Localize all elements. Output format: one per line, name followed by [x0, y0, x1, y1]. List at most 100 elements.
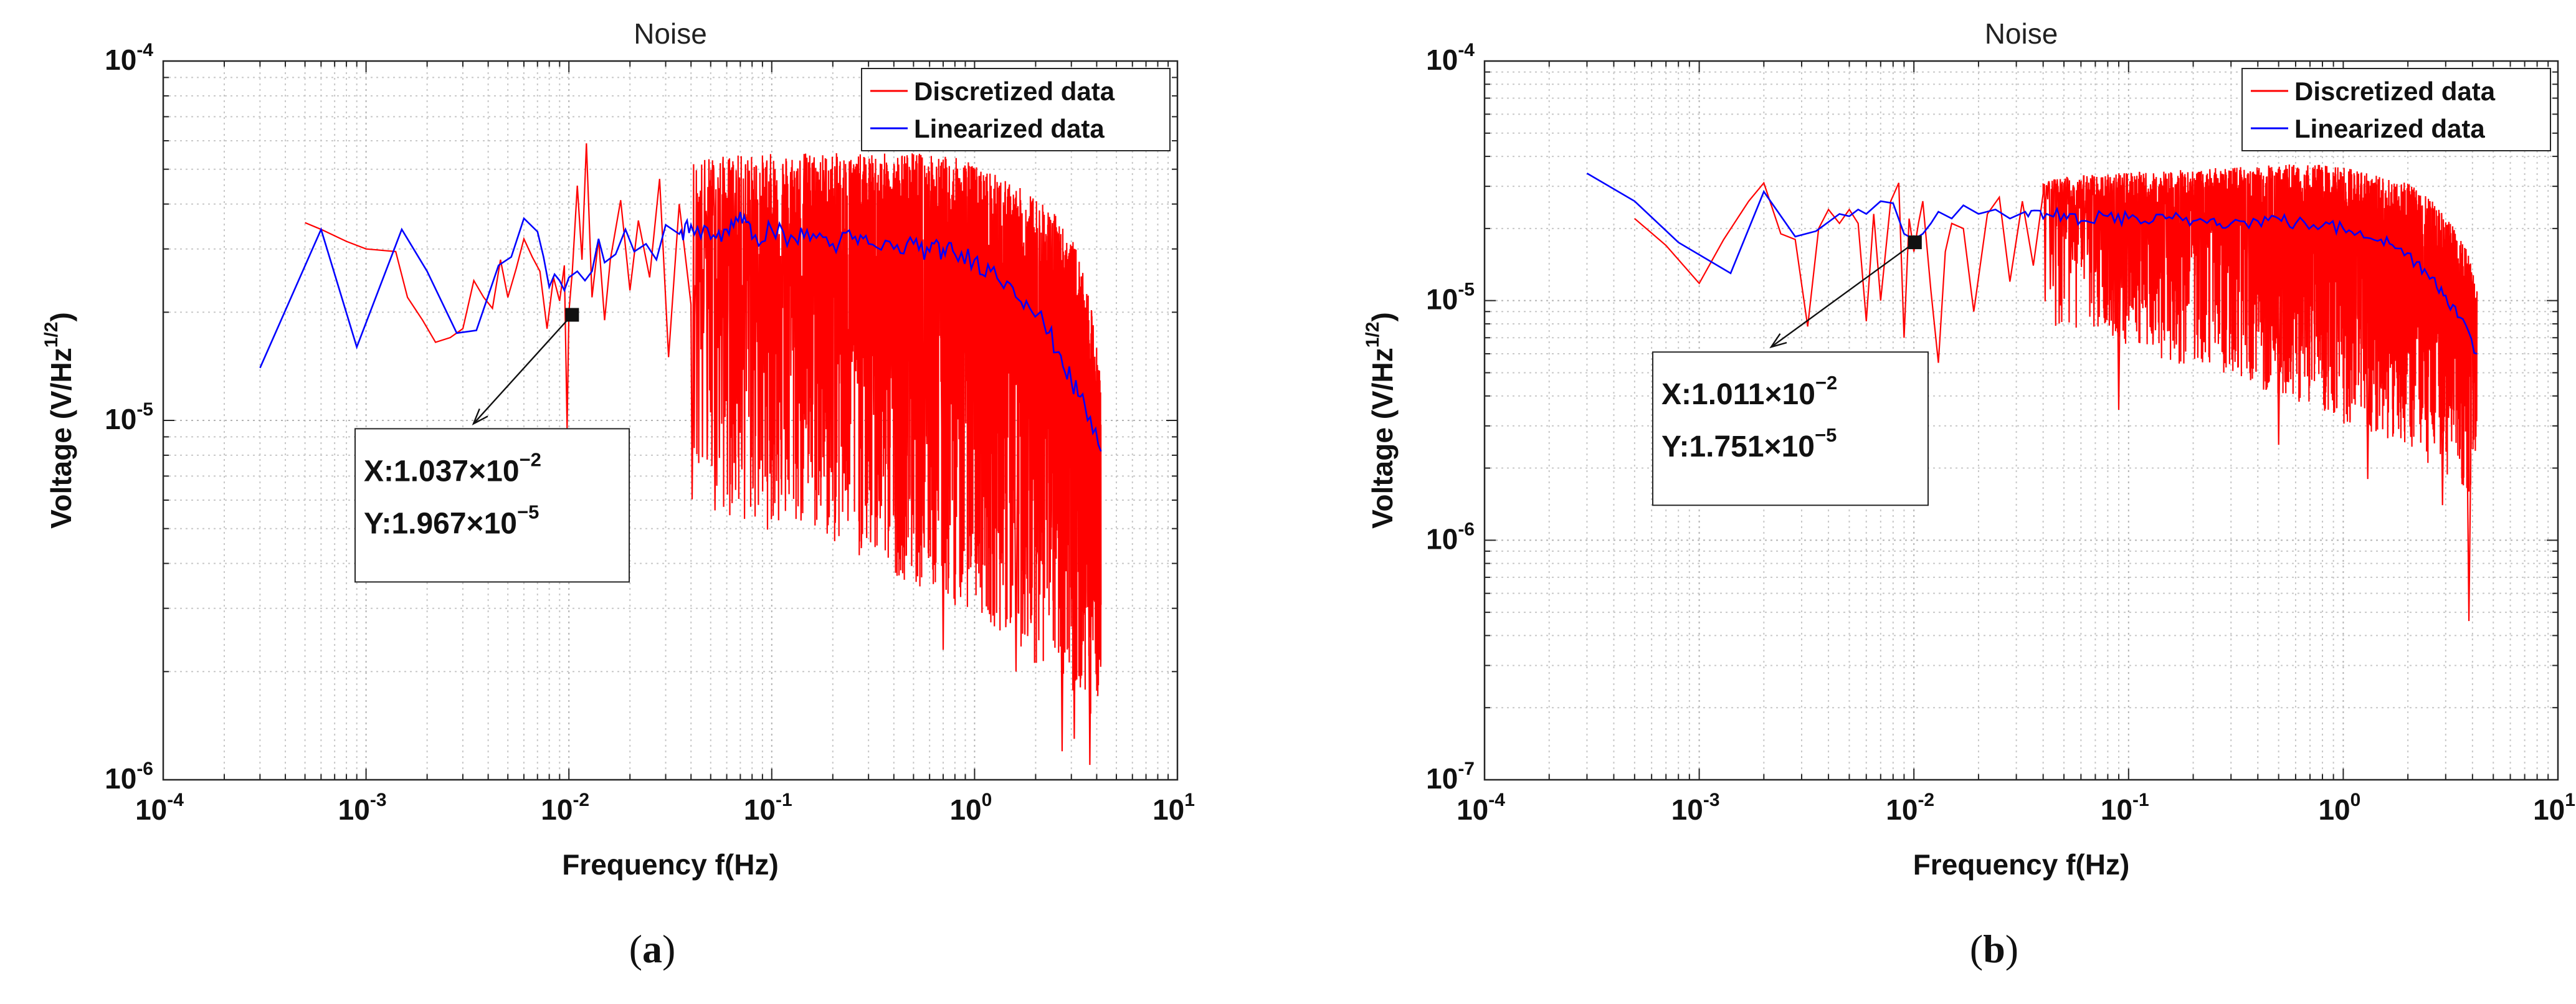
- x-tick-label-exp: -4: [167, 790, 184, 810]
- panel-label-letter: a: [642, 927, 662, 971]
- chart-title: Noise: [1985, 17, 2058, 50]
- datatip-arrow-line: [1770, 242, 1916, 348]
- y-tick-label-exp: -4: [136, 40, 153, 60]
- plot-area: [1586, 164, 2478, 622]
- y-axis-label-exp: 1/2: [41, 322, 62, 348]
- discretized-spike: [1072, 459, 1077, 739]
- discretized-spike: [2116, 223, 2122, 410]
- y-tick-label-base: 10: [1426, 762, 1458, 795]
- panel-label-open: (: [629, 927, 642, 971]
- legend-box: [861, 68, 1171, 151]
- datatip-x-text: X:1.011×10−2: [1661, 372, 1837, 411]
- x-tick-label-base: 10: [744, 793, 776, 826]
- datatip-arrow-line: [473, 314, 573, 425]
- y-axis-label: Voltage (V/Hz1/2): [41, 312, 77, 529]
- y-tick-label-base: 10: [1426, 44, 1458, 76]
- legend-label-linearized: Linearized data: [2294, 114, 2485, 143]
- panel-label: (b): [1970, 927, 2018, 971]
- series-linearized-line: [259, 212, 1102, 452]
- legend-label-discretized: Discretized data: [914, 77, 1115, 106]
- x-tick-label-base: 10: [1457, 793, 1488, 826]
- x-tick-label: 10-2: [541, 790, 589, 826]
- series-discretized-line: [1634, 164, 2478, 492]
- datatip-arrow-head: [472, 408, 488, 425]
- y-axis-label: Voltage (V/Hz1/2): [1362, 312, 1399, 529]
- plot-area: [259, 143, 1102, 765]
- panel-b: 10-4 10-3 10-2 10-1 100 10110-710-610-510-4No…: [1362, 17, 2575, 971]
- datatip-y-base: Y:1.967×10: [364, 507, 517, 540]
- datatip-marker: [565, 308, 579, 322]
- y-tick-label: 10-4: [105, 40, 153, 76]
- x-tick-label-base: 10: [1671, 793, 1703, 826]
- x-tick-label: 10-2: [1886, 790, 1934, 826]
- y-tick-label-base: 10: [105, 44, 136, 76]
- datatip-box: [354, 428, 630, 583]
- y-tick-label-base: 10: [105, 403, 136, 435]
- x-tick-label-base: 10: [2533, 793, 2565, 826]
- legend-label-linearized: Linearized data: [914, 114, 1105, 143]
- x-tick-label-base: 10: [2101, 793, 2132, 826]
- y-tick-label-base: 10: [1426, 283, 1458, 316]
- discretized-spike: [940, 370, 946, 650]
- y-tick-label: 10-7: [1426, 759, 1475, 795]
- x-tick-label-exp: -1: [776, 790, 792, 810]
- axes-box: [1483, 60, 2559, 781]
- axis-ticks: [1484, 60, 2559, 780]
- series-linearized-line: [1586, 173, 2478, 355]
- legend: Discretized data Linearized data: [861, 68, 1171, 151]
- datatip-x-base: X:1.011×10: [1661, 378, 1815, 411]
- datatip-y-text: Y:1.751×10−5: [1661, 424, 1837, 463]
- datatip-y-base: Y:1.751×10: [1661, 430, 1815, 463]
- y-tick-label: 10-5: [1426, 280, 1475, 316]
- x-tick-label: 10-3: [1671, 790, 1720, 826]
- x-tick-label: 10-1: [744, 790, 792, 826]
- x-tick-label-exp: -3: [370, 790, 387, 810]
- y-tick-label-exp: -6: [136, 759, 153, 779]
- legend-label-discretized: Discretized data: [2294, 77, 2496, 106]
- y-axis-label-exp: 1/2: [1362, 322, 1383, 348]
- x-tick-label-exp: -2: [573, 790, 589, 810]
- panel-label-letter: b: [1983, 927, 2005, 971]
- y-tick-label: 10-6: [1426, 519, 1475, 555]
- panel-label-close: ): [662, 927, 675, 971]
- x-tick-label: 10-1: [2101, 790, 2149, 826]
- datatip-marker: [1908, 235, 1922, 250]
- datatip: X:1.037×10−2 Y:1.967×10−5: [354, 308, 630, 583]
- x-tick-label-exp: -4: [1488, 790, 1505, 810]
- y-tick-label: 10-4: [1426, 40, 1475, 76]
- x-tick-label: 10-3: [338, 790, 387, 826]
- y-tick-label-base: 10: [1426, 523, 1458, 555]
- x-tick-label-base: 10: [949, 793, 981, 826]
- x-tick-label-exp: -1: [2132, 790, 2149, 810]
- legend-box: [2241, 68, 2551, 151]
- x-axis-label: Frequency f(Hz): [562, 848, 779, 881]
- y-tick-label-exp: -5: [1458, 280, 1475, 300]
- series-discretized: [1634, 164, 2478, 622]
- x-tick-label-base: 10: [135, 793, 167, 826]
- datatip-y-exp: −5: [517, 501, 539, 523]
- x-tick-label-base: 10: [338, 793, 370, 826]
- x-tick-label-exp: -2: [1918, 790, 1934, 810]
- y-axis-label-base: Voltage (V/Hz: [45, 348, 77, 529]
- datatip-x-exp: −2: [520, 448, 541, 470]
- x-tick-label-exp: -3: [1703, 790, 1720, 810]
- axes-background: [1485, 61, 2558, 780]
- panel-a: 10-4 10-3 10-2 10-1 100 10110-610-510-4NoiseF…: [41, 17, 1195, 971]
- x-tick-label-exp: 1: [1184, 790, 1195, 810]
- discretized-spike: [1087, 485, 1093, 765]
- datatip-x-text: X:1.037×10−2: [364, 448, 541, 488]
- axis-ticks: [163, 60, 1178, 780]
- x-tick-label-exp: 1: [2565, 790, 2575, 810]
- discretized-spike: [2365, 292, 2370, 480]
- y-tick-label-exp: -7: [1458, 759, 1475, 779]
- datatip-y-exp: −5: [1815, 424, 1837, 446]
- x-tick-label-exp: 0: [2350, 790, 2361, 810]
- y-axis-label-tail: ): [45, 312, 77, 321]
- y-tick-label-base: 10: [105, 762, 136, 795]
- x-tick-label: 100: [949, 790, 992, 826]
- y-axis-label-base: Voltage (V/Hz: [1366, 348, 1399, 529]
- panel-label-close: ): [2005, 927, 2018, 971]
- panel-label: (a): [629, 927, 676, 971]
- x-tick-label: 10-4: [1457, 790, 1505, 826]
- y-tick-label-exp: -5: [136, 399, 153, 420]
